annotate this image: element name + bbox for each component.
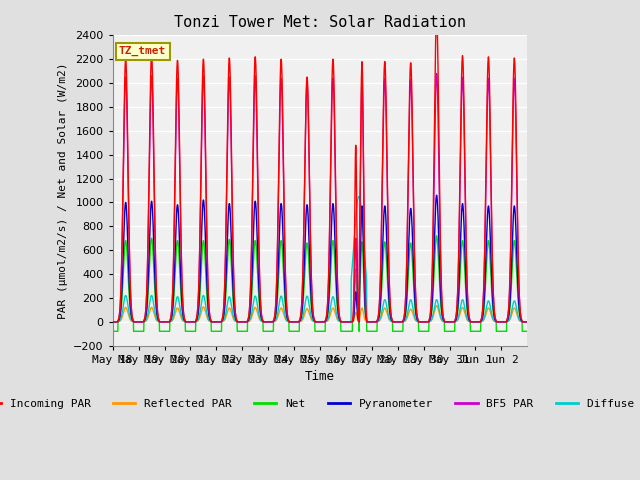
Y-axis label: PAR (μmol/m2/s) / Net and Solar (W/m2): PAR (μmol/m2/s) / Net and Solar (W/m2) xyxy=(58,62,68,319)
X-axis label: Time: Time xyxy=(305,370,335,383)
Text: TZ_tmet: TZ_tmet xyxy=(119,46,166,57)
Legend: Incoming PAR, Reflected PAR, Net, Pyranometer, BF5 PAR, Diffuse PAR: Incoming PAR, Reflected PAR, Net, Pyrano… xyxy=(0,395,640,413)
Title: Tonzi Tower Met: Solar Radiation: Tonzi Tower Met: Solar Radiation xyxy=(174,15,466,30)
